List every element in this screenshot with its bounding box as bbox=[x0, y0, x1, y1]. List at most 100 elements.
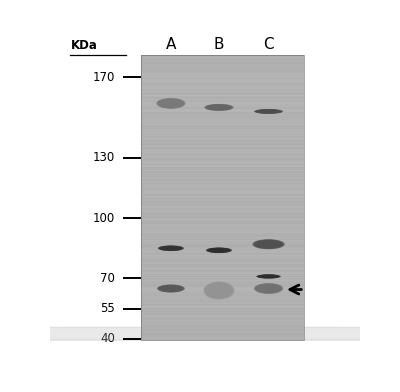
Ellipse shape bbox=[261, 111, 276, 113]
Ellipse shape bbox=[158, 285, 184, 292]
Ellipse shape bbox=[206, 104, 232, 111]
Ellipse shape bbox=[206, 247, 232, 253]
Ellipse shape bbox=[164, 101, 178, 105]
Ellipse shape bbox=[161, 286, 180, 291]
Ellipse shape bbox=[210, 249, 228, 252]
Ellipse shape bbox=[211, 249, 227, 252]
Ellipse shape bbox=[212, 249, 226, 252]
Ellipse shape bbox=[164, 102, 177, 105]
Ellipse shape bbox=[255, 283, 282, 294]
Ellipse shape bbox=[256, 284, 281, 293]
Text: 70: 70 bbox=[100, 272, 115, 285]
Ellipse shape bbox=[159, 99, 183, 108]
Ellipse shape bbox=[158, 99, 184, 108]
Ellipse shape bbox=[158, 285, 184, 292]
Ellipse shape bbox=[258, 241, 280, 247]
Ellipse shape bbox=[258, 110, 280, 113]
Ellipse shape bbox=[212, 287, 226, 294]
Ellipse shape bbox=[259, 110, 278, 113]
Ellipse shape bbox=[162, 247, 180, 250]
Ellipse shape bbox=[207, 105, 230, 110]
Ellipse shape bbox=[211, 249, 226, 252]
Ellipse shape bbox=[163, 247, 178, 250]
Bar bbox=[142, 54, 304, 340]
Ellipse shape bbox=[254, 283, 283, 294]
Ellipse shape bbox=[257, 285, 280, 292]
Ellipse shape bbox=[207, 248, 231, 253]
Circle shape bbox=[0, 327, 400, 340]
Ellipse shape bbox=[263, 276, 274, 277]
Text: 100: 100 bbox=[93, 212, 115, 225]
Ellipse shape bbox=[260, 275, 278, 278]
Ellipse shape bbox=[259, 275, 278, 278]
Ellipse shape bbox=[210, 286, 227, 295]
Ellipse shape bbox=[254, 240, 284, 249]
Ellipse shape bbox=[259, 285, 278, 292]
Ellipse shape bbox=[207, 248, 231, 253]
Ellipse shape bbox=[157, 98, 184, 108]
Ellipse shape bbox=[208, 248, 229, 252]
Ellipse shape bbox=[164, 287, 178, 290]
Ellipse shape bbox=[254, 240, 283, 249]
Ellipse shape bbox=[256, 241, 281, 248]
Ellipse shape bbox=[259, 275, 278, 278]
Ellipse shape bbox=[252, 239, 285, 249]
Ellipse shape bbox=[163, 247, 179, 250]
Ellipse shape bbox=[256, 109, 281, 113]
Ellipse shape bbox=[213, 288, 225, 293]
Ellipse shape bbox=[206, 248, 232, 253]
Ellipse shape bbox=[262, 243, 276, 246]
Ellipse shape bbox=[258, 285, 279, 292]
Ellipse shape bbox=[204, 104, 234, 111]
Text: 130: 130 bbox=[93, 151, 115, 164]
Ellipse shape bbox=[256, 109, 281, 113]
Ellipse shape bbox=[156, 98, 186, 109]
Ellipse shape bbox=[160, 246, 182, 250]
Ellipse shape bbox=[165, 102, 177, 105]
Ellipse shape bbox=[162, 100, 180, 106]
Ellipse shape bbox=[254, 240, 282, 249]
Ellipse shape bbox=[258, 285, 280, 292]
Ellipse shape bbox=[158, 245, 184, 251]
Ellipse shape bbox=[253, 240, 284, 249]
Ellipse shape bbox=[211, 287, 227, 294]
Ellipse shape bbox=[260, 242, 277, 247]
Ellipse shape bbox=[160, 246, 181, 250]
Ellipse shape bbox=[263, 287, 274, 290]
Ellipse shape bbox=[210, 286, 228, 295]
Ellipse shape bbox=[162, 286, 180, 291]
Ellipse shape bbox=[206, 104, 232, 111]
Ellipse shape bbox=[261, 242, 276, 246]
Ellipse shape bbox=[158, 99, 184, 108]
Ellipse shape bbox=[258, 274, 280, 278]
Ellipse shape bbox=[210, 249, 228, 252]
Ellipse shape bbox=[210, 285, 228, 296]
Ellipse shape bbox=[213, 249, 225, 251]
Ellipse shape bbox=[212, 106, 226, 109]
Ellipse shape bbox=[257, 274, 280, 278]
Ellipse shape bbox=[210, 105, 228, 109]
Ellipse shape bbox=[208, 248, 230, 252]
Ellipse shape bbox=[258, 110, 278, 113]
Ellipse shape bbox=[254, 109, 283, 114]
Ellipse shape bbox=[207, 105, 231, 110]
Ellipse shape bbox=[161, 286, 181, 291]
Ellipse shape bbox=[208, 248, 230, 252]
Ellipse shape bbox=[204, 282, 233, 299]
Ellipse shape bbox=[158, 285, 183, 292]
Ellipse shape bbox=[262, 276, 275, 278]
Ellipse shape bbox=[262, 111, 276, 113]
Ellipse shape bbox=[163, 287, 178, 290]
Ellipse shape bbox=[256, 284, 281, 293]
Ellipse shape bbox=[162, 101, 179, 106]
Text: B: B bbox=[214, 36, 224, 52]
Ellipse shape bbox=[163, 101, 179, 106]
Ellipse shape bbox=[260, 275, 276, 278]
Text: 170: 170 bbox=[93, 71, 115, 84]
Ellipse shape bbox=[164, 247, 178, 250]
Ellipse shape bbox=[206, 283, 232, 298]
Ellipse shape bbox=[258, 275, 279, 278]
Ellipse shape bbox=[264, 276, 274, 277]
Ellipse shape bbox=[260, 286, 277, 291]
Ellipse shape bbox=[262, 287, 275, 290]
